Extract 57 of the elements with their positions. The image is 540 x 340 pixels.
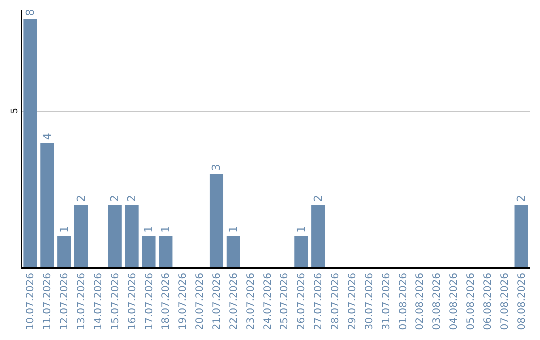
data-label: 8 xyxy=(24,9,37,16)
x-tick-label: 16.07.2026 xyxy=(127,273,138,330)
x-tick-label: 19.07.2026 xyxy=(178,273,190,330)
bar xyxy=(210,174,224,267)
bar xyxy=(58,236,72,267)
x-tick-label: 21.07.2026 xyxy=(212,273,223,330)
bar xyxy=(226,236,240,267)
data-label: 2 xyxy=(312,195,325,202)
data-label: 2 xyxy=(74,195,88,202)
bar xyxy=(514,205,528,267)
x-tick-label: 11.07.2026 xyxy=(42,273,54,330)
data-label: 1 xyxy=(227,226,240,234)
x-tick-label: 28.07.2026 xyxy=(330,273,342,330)
x-tick-label: 13.07.2026 xyxy=(76,273,88,330)
x-tick-label: 23.07.2026 xyxy=(246,273,257,330)
x-tick-label: 08.08.2026 xyxy=(516,273,528,330)
x-tick-label: 18.07.2026 xyxy=(161,273,172,330)
x-tick-label: 25.07.2026 xyxy=(280,273,291,330)
x-tick-label: 29.07.2026 xyxy=(347,273,358,330)
bar xyxy=(312,205,326,267)
x-tick-label: 01.08.2026 xyxy=(398,273,410,330)
bar xyxy=(74,205,88,267)
data-label: 1 xyxy=(159,226,172,234)
data-label: 4 xyxy=(40,133,54,140)
y-tick-label: 5 xyxy=(10,108,20,114)
x-tick-label: 27.07.2026 xyxy=(314,273,325,330)
x-tick-label: 14.07.2026 xyxy=(93,273,104,330)
x-tick-label: 24.07.2026 xyxy=(262,273,274,330)
x-tick-label: 31.07.2026 xyxy=(381,273,392,330)
data-label: 1 xyxy=(142,226,156,234)
bar xyxy=(294,236,308,267)
x-tick-label: 06.08.2026 xyxy=(482,273,494,330)
x-tick-label: 10.07.2026 xyxy=(26,273,37,330)
x-tick-label: 30.07.2026 xyxy=(364,273,376,330)
data-label: 2 xyxy=(108,195,122,202)
x-tick-label: 17.07.2026 xyxy=(144,273,156,330)
x-tick-label: 05.08.2026 xyxy=(466,273,477,330)
x-tick-label: 04.08.2026 xyxy=(449,273,460,330)
x-tick-label: 26.07.2026 xyxy=(296,273,308,330)
bar xyxy=(125,205,139,267)
x-tick-label: 02.08.2026 xyxy=(415,273,426,330)
bar xyxy=(108,205,122,267)
x-tick-label: 12.07.2026 xyxy=(60,273,71,330)
x-tick-label: 07.08.2026 xyxy=(500,273,511,330)
data-label: 3 xyxy=(210,164,224,172)
data-label: 1 xyxy=(58,226,71,234)
bar xyxy=(40,143,54,267)
x-tick-label: 03.08.2026 xyxy=(432,273,444,330)
bar xyxy=(142,236,156,267)
x-tick-label: 15.07.2026 xyxy=(110,273,122,330)
data-label: 2 xyxy=(126,195,139,202)
bar xyxy=(24,19,38,267)
x-tick-label: 20.07.2026 xyxy=(195,273,206,330)
data-label: 1 xyxy=(294,226,308,234)
bar xyxy=(159,236,173,267)
data-label: 2 xyxy=(515,195,528,202)
x-tick-label: 22.07.2026 xyxy=(228,273,240,330)
